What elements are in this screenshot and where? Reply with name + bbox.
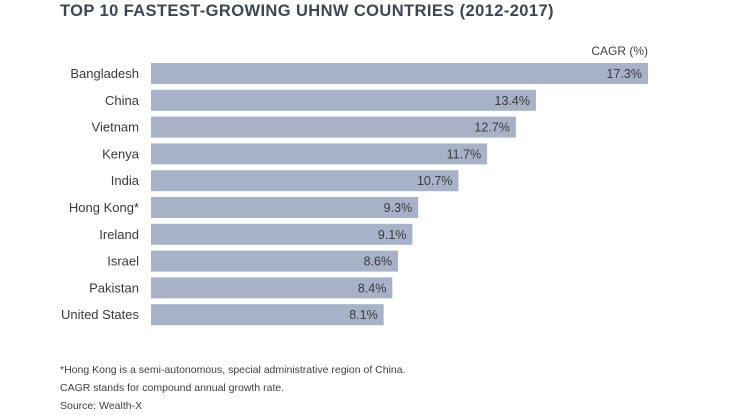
bar-china (151, 89, 536, 111)
category-label-israel: Israel (107, 254, 139, 269)
category-label-vietnam: Vietnam (92, 120, 139, 135)
bar-united-states (151, 304, 384, 326)
bar-bangladesh (151, 63, 648, 84)
data-label-pakistan: 8.4% (358, 281, 387, 295)
data-label-hong-kong: 9.3% (384, 201, 413, 215)
category-label-bangladesh: Bangladesh (70, 66, 139, 81)
bar-vietnam (151, 116, 516, 138)
bars-group: Bangladesh 17.3% China 13.4% Vietnam 12.7% Ken… (61, 63, 648, 326)
footnote-hong-kong: *Hong Kong is a semi-autonomous, special… (60, 364, 406, 376)
bar-row-ireland: Ireland 9.1% (99, 223, 413, 245)
source-note: Source: Wealth-X (60, 400, 143, 412)
bar-row-india: India 10.7% (111, 170, 459, 192)
bar-kenya (151, 143, 488, 165)
data-label-vietnam: 12.7% (474, 121, 509, 135)
bar-israel (151, 250, 399, 272)
bar-ireland (151, 223, 413, 245)
data-label-ireland: 9.1% (378, 228, 407, 242)
data-label-bangladesh: 17.3% (607, 67, 642, 81)
value-axis-header: CAGR (%) (591, 44, 648, 58)
bar-row-pakistan: Pakistan 8.4% (89, 277, 393, 299)
category-label-united-states: United States (61, 307, 140, 322)
category-label-china: China (105, 93, 140, 108)
data-label-israel: 8.6% (364, 255, 393, 269)
footnote-cagr: CAGR stands for compound annual growth r… (60, 382, 285, 394)
data-label-kenya: 11.7% (447, 147, 482, 161)
chart-title: TOP 10 FASTEST-GROWING UHNW COUNTRIES (2… (60, 2, 554, 20)
category-label-india: India (111, 173, 140, 188)
bar-row-united-states: United States 8.1% (61, 304, 384, 326)
data-label-united-states: 8.1% (349, 308, 378, 322)
category-label-kenya: Kenya (102, 146, 140, 161)
data-label-china: 13.4% (495, 94, 530, 108)
bar-row-kenya: Kenya 11.7% (102, 143, 488, 165)
bar-chart: CAGR (%) Bangladesh 17.3% China 13.4% Vietna… (61, 44, 648, 326)
category-label-ireland: Ireland (99, 227, 139, 242)
chart-area: CAGR (%) Bangladesh 17.3% China 13.4% Vietna… (61, 44, 648, 326)
bar-india (151, 170, 459, 192)
data-label-india: 10.7% (417, 174, 452, 188)
bar-row-bangladesh: Bangladesh 17.3% (70, 63, 648, 84)
footnotes: *Hong Kong is a semi-autonomous, special… (60, 361, 406, 415)
bar-row-hong-kong: Hong Kong* 9.3% (69, 197, 419, 218)
bar-row-israel: Israel 8.6% (107, 250, 399, 272)
bar-pakistan (151, 277, 393, 299)
bar-hong-kong (151, 197, 419, 218)
category-label-hong-kong: Hong Kong* (69, 200, 139, 215)
bar-row-vietnam: Vietnam 12.7% (92, 116, 516, 138)
category-label-pakistan: Pakistan (89, 280, 139, 295)
bar-row-china: China 13.4% (105, 89, 536, 111)
